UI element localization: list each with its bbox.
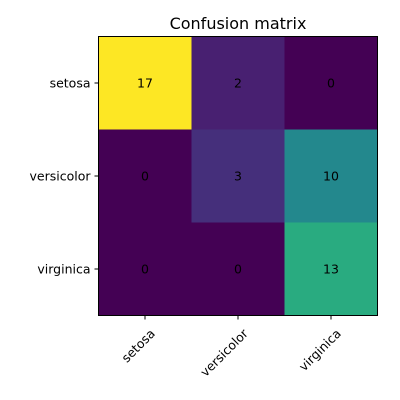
y-axis-ticks: setosa versicolor virginica [30, 76, 99, 277]
cell-value-r2-c0: 0 [141, 262, 149, 277]
y-tick-label-versicolor: versicolor [30, 169, 92, 184]
heatmap-cell-r2-c1 [191, 222, 285, 316]
cell-value-r1-c2: 10 [323, 169, 339, 184]
heatmap-cell-r1-c0 [98, 129, 192, 223]
cell-value-r2-c2: 13 [323, 262, 339, 277]
plot-frame [98, 36, 378, 316]
heatmap-cell-r0-c2 [284, 36, 378, 130]
x-tick-label-setosa: setosa [118, 326, 158, 366]
cell-value-r1-c1: 3 [234, 169, 242, 184]
heatmap-cell-r1-c2 [284, 129, 378, 223]
cell-value-labels: 17 2 0 0 3 10 0 0 13 [137, 76, 339, 277]
y-tick-label-virginica: virginica [37, 262, 90, 277]
heatmap-cells [98, 36, 378, 316]
heatmap-cell-r0-c1 [191, 36, 285, 130]
cell-value-r0-c0: 17 [137, 76, 153, 91]
x-tick-label-versicolor: versicolor [197, 325, 251, 379]
x-tick-label-virginica: virginica [296, 326, 344, 374]
cell-value-r1-c0: 0 [141, 169, 149, 184]
x-axis-ticks: setosa versicolor virginica [118, 315, 344, 380]
y-tick-label-setosa: setosa [50, 76, 91, 91]
cell-value-r0-c2: 0 [327, 76, 335, 91]
cell-value-r2-c1: 0 [234, 262, 242, 277]
heatmap-cell-r1-c1 [191, 129, 285, 223]
heatmap-cell-r0-c0 [98, 36, 192, 130]
cell-value-r0-c1: 2 [234, 76, 242, 91]
heatmap-cell-r2-c0 [98, 222, 192, 316]
chart-title: Confusion matrix [170, 14, 307, 33]
heatmap-cell-r2-c2 [284, 222, 378, 316]
